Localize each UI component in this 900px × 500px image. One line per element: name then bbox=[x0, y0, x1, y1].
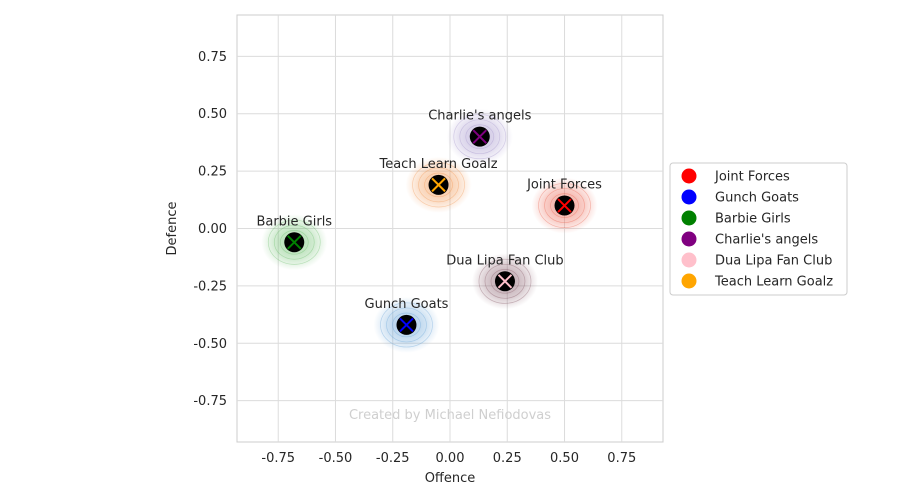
density-contour bbox=[279, 230, 309, 255]
x-tick-label: 0.75 bbox=[607, 451, 636, 466]
legend-label: Charlie's angels bbox=[715, 233, 818, 248]
team-marker: Charlie's angels bbox=[428, 109, 532, 147]
y-tick-label: 0.75 bbox=[198, 50, 227, 65]
density-contour bbox=[453, 114, 507, 160]
x-tick-label: 0.00 bbox=[436, 451, 465, 466]
y-tick-label: 0.25 bbox=[198, 165, 227, 180]
watermark-text: Created by Michael Nefiodovas bbox=[349, 408, 551, 423]
x-tick-label: -0.75 bbox=[261, 451, 295, 466]
legend-label: Dua Lipa Fan Club bbox=[715, 254, 832, 269]
density-contour bbox=[484, 263, 526, 299]
team-marker: Joint Forces bbox=[526, 178, 602, 216]
legend-item: Dua Lipa Fan Club bbox=[681, 252, 832, 269]
legend-label: Teach Learn Goalz bbox=[714, 275, 833, 290]
legend-marker bbox=[681, 189, 697, 205]
density-contour bbox=[424, 172, 453, 198]
density-contour bbox=[412, 162, 465, 208]
team-label: Joint Forces bbox=[526, 178, 602, 193]
density-contour bbox=[465, 124, 495, 149]
legend-label: Gunch Goats bbox=[715, 191, 799, 206]
density-contour bbox=[544, 188, 585, 223]
density-contour bbox=[490, 269, 520, 294]
team-marker: Gunch Goats bbox=[365, 297, 449, 335]
density-contour bbox=[273, 224, 315, 260]
team-marker: Teach Learn Goalz bbox=[378, 157, 498, 195]
y-tick-label: 0.50 bbox=[198, 107, 227, 122]
legend-marker bbox=[681, 231, 697, 247]
team-label: Gunch Goats bbox=[365, 297, 449, 312]
x-tick-labels: -0.75 -0.50 -0.25 0.00 0.25 0.50 0.75 bbox=[261, 451, 636, 466]
legend-marker bbox=[681, 273, 697, 289]
legend-item: Barbie Girls bbox=[681, 210, 791, 227]
x-tick-label: -0.25 bbox=[376, 451, 410, 466]
y-tick-label: -0.50 bbox=[193, 337, 227, 352]
density-contour bbox=[538, 183, 591, 228]
legend: Joint Forces Gunch Goats Barbie Girls Charl… bbox=[669, 162, 848, 296]
y-axis-label: Defence bbox=[165, 202, 180, 256]
density-contour bbox=[392, 312, 421, 338]
density-contour bbox=[380, 302, 433, 348]
x-axis-label: Offence bbox=[425, 471, 476, 486]
team-label: Barbie Girls bbox=[256, 214, 332, 229]
marker-cross bbox=[399, 317, 414, 333]
marker-cross bbox=[287, 235, 302, 250]
legend-marker bbox=[681, 252, 697, 268]
legend-item: Joint Forces bbox=[681, 168, 790, 185]
grid-lines bbox=[237, 15, 663, 442]
density-contour bbox=[418, 167, 459, 203]
team-marker: Dua Lipa Fan Club bbox=[446, 253, 564, 292]
x-tick-label: 0.50 bbox=[550, 451, 579, 466]
team-label: Dua Lipa Fan Club bbox=[446, 253, 563, 268]
x-tick-label: -0.50 bbox=[319, 451, 353, 466]
team-marker: Barbie Girls bbox=[256, 214, 332, 253]
y-tick-labels: -0.75 -0.50 -0.25 0.00 0.25 0.50 0.75 bbox=[193, 50, 227, 409]
legend-item: Teach Learn Goalz bbox=[681, 273, 833, 290]
density-contour bbox=[550, 193, 579, 218]
y-tick-label: 0.00 bbox=[198, 222, 227, 237]
density-contour bbox=[478, 258, 532, 304]
legend-item: Gunch Goats bbox=[681, 189, 799, 206]
y-tick-label: -0.25 bbox=[193, 279, 227, 294]
legend-box bbox=[669, 162, 848, 296]
marker-cross bbox=[557, 198, 572, 213]
legend-label: Barbie Girls bbox=[715, 212, 791, 227]
x-tick-label: 0.25 bbox=[493, 451, 522, 466]
legend-item: Charlie's angels bbox=[681, 231, 818, 248]
density-contour bbox=[459, 119, 501, 155]
legend-marker bbox=[681, 168, 697, 184]
marker-cross bbox=[431, 177, 446, 193]
marker-cross bbox=[472, 129, 487, 144]
density-contour bbox=[386, 307, 427, 343]
marker-cross bbox=[497, 274, 513, 289]
density-contour bbox=[267, 219, 321, 265]
team-label: Charlie's angels bbox=[428, 109, 531, 124]
team-markers: Joint Forces Gunch Goats Barbie Girls Charl… bbox=[256, 109, 602, 335]
team-label: Teach Learn Goalz bbox=[378, 157, 497, 172]
legend-marker bbox=[681, 210, 697, 226]
legend-label: Joint Forces bbox=[714, 170, 790, 185]
y-tick-label: -0.75 bbox=[193, 394, 227, 409]
